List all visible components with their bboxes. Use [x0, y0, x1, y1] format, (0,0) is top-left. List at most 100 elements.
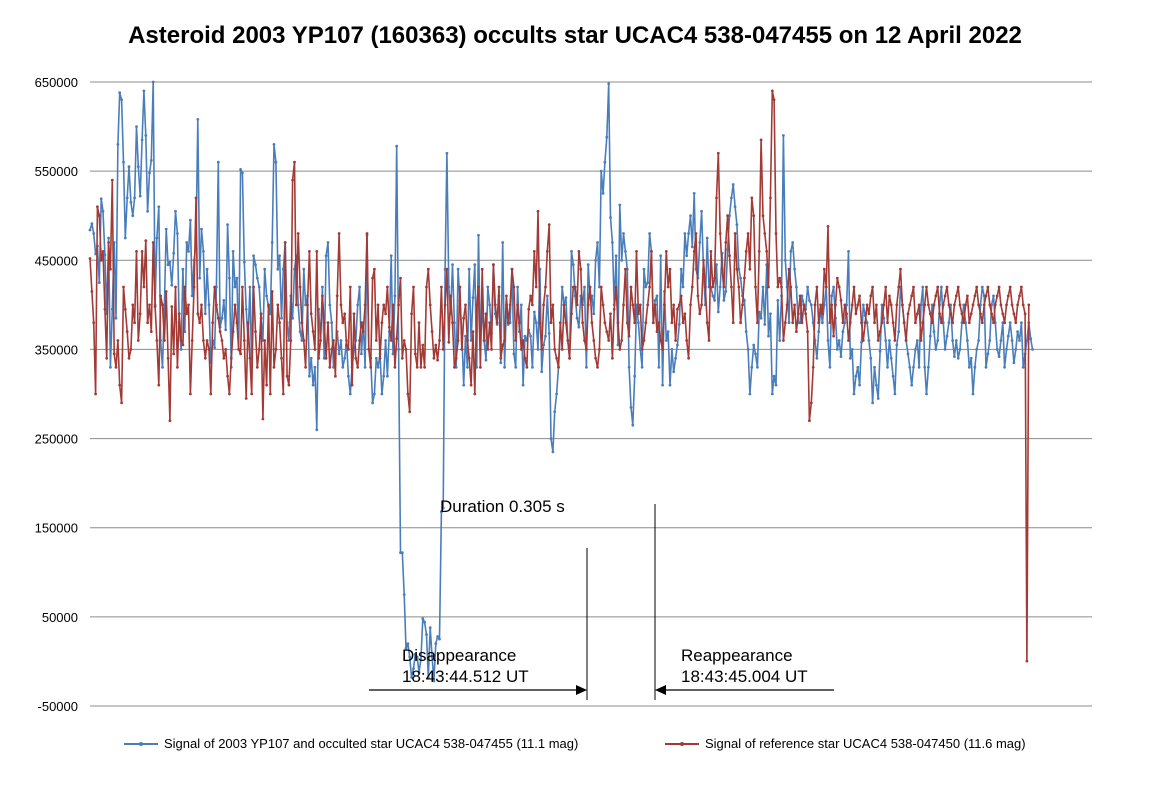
data-point — [800, 321, 804, 325]
data-point — [986, 352, 990, 356]
data-point — [109, 365, 112, 369]
data-point — [945, 334, 949, 338]
data-point — [912, 365, 915, 369]
data-point — [490, 348, 493, 351]
data-point — [744, 330, 748, 333]
data-point — [992, 294, 995, 298]
data-point — [399, 276, 402, 280]
data-point — [200, 303, 203, 307]
data-point — [425, 285, 428, 289]
data-point — [347, 374, 350, 378]
data-point — [276, 267, 280, 271]
data-point — [928, 334, 932, 338]
data-point — [568, 356, 571, 360]
data-point — [676, 307, 679, 311]
data-point — [644, 321, 648, 325]
data-point — [731, 183, 735, 186]
data-point — [99, 197, 103, 201]
data-point — [951, 321, 954, 325]
data-point — [743, 276, 746, 280]
data-point — [986, 285, 990, 289]
data-point — [441, 348, 445, 351]
data-point — [925, 392, 928, 396]
data-point — [716, 310, 720, 314]
data-point — [294, 303, 298, 307]
data-point — [363, 303, 367, 307]
data-point — [445, 151, 449, 155]
data-point — [666, 285, 670, 289]
data-point — [664, 250, 668, 253]
data-point — [657, 321, 661, 325]
data-point — [103, 253, 107, 257]
data-point — [847, 250, 850, 253]
data-point — [739, 321, 742, 325]
data-point — [594, 258, 597, 262]
data-point — [464, 334, 467, 338]
data-point — [672, 303, 676, 307]
data-point — [477, 285, 480, 289]
y-tick-label: -50000 — [38, 699, 78, 714]
data-point — [274, 348, 278, 351]
data-point — [313, 365, 317, 369]
data-point — [668, 383, 672, 387]
data-point — [356, 365, 360, 369]
data-point — [302, 267, 306, 271]
data-point — [373, 267, 376, 271]
data-point — [627, 365, 631, 369]
data-point — [954, 294, 958, 298]
data-point — [425, 633, 428, 637]
data-point — [436, 635, 439, 638]
data-point — [860, 321, 863, 325]
data-point — [769, 312, 772, 316]
data-point — [410, 676, 413, 679]
data-point — [348, 392, 352, 396]
data-point — [1001, 312, 1005, 316]
data-point — [531, 303, 534, 307]
disappearance-label: Disappearance — [402, 646, 516, 665]
data-point — [681, 321, 685, 325]
data-point — [438, 339, 441, 342]
data-point — [703, 285, 707, 289]
data-point — [462, 316, 466, 320]
data-point — [146, 321, 150, 325]
data-point — [895, 303, 899, 307]
data-point — [438, 637, 441, 641]
data-point — [730, 196, 733, 200]
data-point — [724, 290, 728, 293]
data-point — [272, 365, 276, 369]
data-point — [1018, 339, 1021, 342]
data-point — [484, 358, 488, 362]
data-point — [395, 144, 399, 148]
data-point — [841, 321, 845, 325]
data-point — [347, 348, 350, 351]
data-point — [713, 299, 716, 302]
data-point — [932, 330, 936, 333]
data-point — [311, 330, 315, 333]
data-point — [501, 241, 505, 244]
data-point — [495, 321, 499, 325]
data-point — [899, 267, 902, 271]
data-point — [270, 290, 274, 293]
data-point — [640, 348, 644, 351]
data-point — [510, 267, 514, 271]
data-point — [250, 392, 254, 396]
data-point — [203, 312, 207, 316]
data-point — [272, 143, 276, 146]
y-tick-label: 550000 — [35, 164, 78, 179]
data-point — [226, 374, 230, 378]
data-point — [131, 214, 135, 218]
data-point — [343, 356, 347, 360]
data-point — [737, 285, 741, 289]
data-point — [585, 365, 588, 369]
data-point — [412, 667, 415, 670]
data-point — [255, 365, 259, 369]
data-point — [549, 321, 553, 325]
data-point — [672, 370, 676, 374]
data-point — [757, 250, 761, 253]
data-point — [869, 294, 873, 298]
data-point — [741, 303, 744, 307]
data-point — [679, 294, 683, 298]
data-point — [954, 339, 958, 342]
data-point — [166, 263, 170, 267]
data-point — [174, 209, 177, 213]
